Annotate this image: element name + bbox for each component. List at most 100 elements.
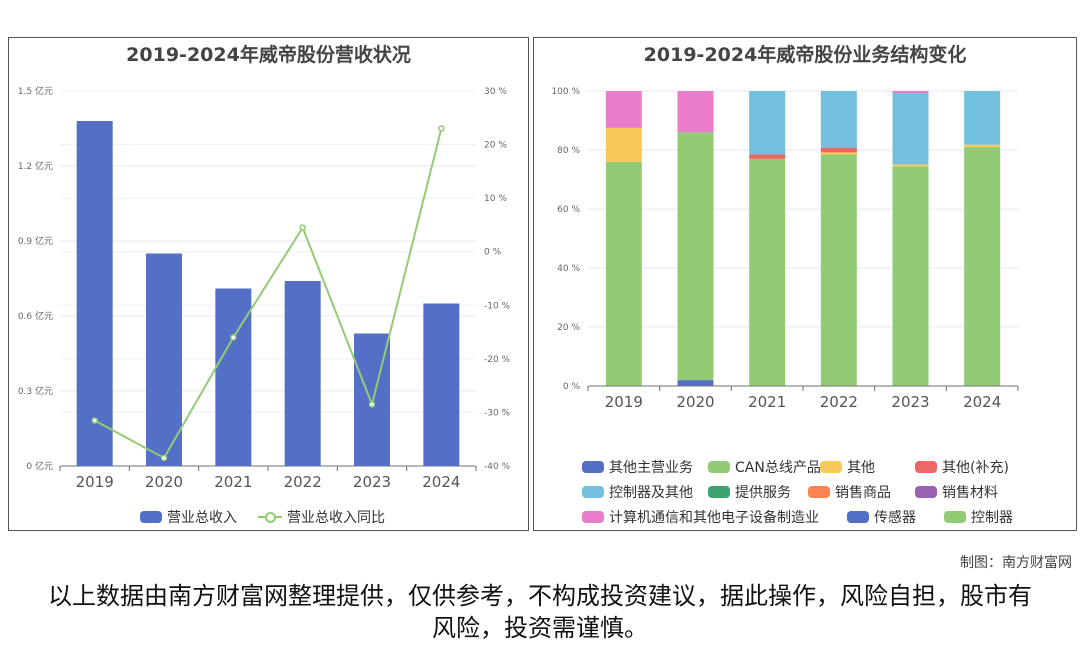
- yoy-point: [368, 401, 376, 408]
- legend-label: 控制器及其他: [609, 485, 693, 501]
- legend-item[interactable]: 控制器: [944, 507, 1013, 527]
- legend-label: 营业总收入同比: [287, 510, 385, 526]
- y-tick-label-left: 1.5 亿元: [18, 85, 53, 97]
- y-tick-label-right: -40 %: [484, 462, 511, 472]
- legend-swatch: [708, 486, 730, 498]
- legend-label: 其他主营业务: [609, 460, 693, 476]
- stacked-bar-segment: [605, 161, 642, 386]
- disclaimer: 以上数据由南方财富网整理提供，仅供参考，不构成投资建议，据此操作，风险自担，股市…: [48, 582, 1032, 642]
- x-tick-label: 2019: [76, 473, 114, 491]
- legend-label: 其他: [847, 460, 875, 476]
- stacked-bar-segment: [964, 144, 1001, 148]
- stacked-bar-segment: [820, 152, 857, 155]
- y-tick-label-left: 1.2 亿元: [18, 160, 53, 172]
- yoy-point: [299, 224, 306, 231]
- yoy-point: [160, 454, 168, 462]
- legend-swatch: [582, 461, 604, 473]
- legend-item[interactable]: 其他: [820, 457, 875, 477]
- legend-item[interactable]: 其他(补充): [915, 457, 1009, 477]
- stacked-bar-segment: [964, 91, 1001, 145]
- legend-swatch: [140, 511, 162, 523]
- stacked-bar-segment: [892, 91, 929, 94]
- y-tick-label-left: 0.3 亿元: [18, 385, 53, 397]
- x-tick-label: 2021: [748, 393, 786, 411]
- legend-swatch: [847, 511, 869, 523]
- legend-label: 销售材料: [942, 485, 998, 501]
- legend-label: 传感器: [874, 510, 916, 526]
- legend-label: 控制器: [971, 510, 1013, 526]
- x-tick-label: 2024: [422, 473, 460, 491]
- legend-item[interactable]: 传感器: [847, 507, 916, 527]
- legend-item-yoy[interactable]: 营业总收入同比: [258, 507, 385, 527]
- chart-title: 2019-2024年威帝股份业务结构变化: [643, 44, 967, 66]
- y-tick-label-left: 0.9 亿元: [18, 235, 53, 247]
- legend-swatch: [258, 511, 282, 523]
- legend-item[interactable]: 计算机通信和其他电子设备制造业: [582, 507, 819, 527]
- x-tick-label: 2023: [353, 473, 391, 491]
- yoy-line: [94, 128, 443, 460]
- legend-label: 销售商品: [835, 485, 891, 501]
- y-tick-label: 100 %: [551, 87, 580, 97]
- chart-title: 2019-2024年威帝股份营收状况: [126, 44, 411, 66]
- legend-item[interactable]: 销售材料: [915, 482, 998, 502]
- stacked-bar-segment: [820, 91, 857, 148]
- x-tick-label: 2019: [605, 393, 643, 411]
- stacked-bar-segment: [749, 91, 786, 155]
- stacked-bar-segment: [605, 91, 642, 128]
- y-tick-label-right: 30 %: [484, 87, 507, 97]
- x-tick-label: 2024: [963, 393, 1001, 411]
- stacked-bar-segment: [892, 93, 929, 165]
- revenue-bar: [423, 303, 460, 466]
- stacked-bar-segment: [749, 158, 786, 386]
- stacked-bar-segment: [820, 154, 857, 386]
- x-tick-label: 2020: [676, 393, 714, 411]
- legend-swatch: [808, 486, 830, 498]
- revenue-bar: [284, 281, 321, 466]
- yoy-point: [438, 125, 445, 132]
- y-tick-label-right: 0 %: [484, 248, 502, 258]
- stacked-bar-segment: [892, 164, 929, 167]
- revenue-bar: [215, 288, 252, 466]
- y-tick-label-right: -10 %: [484, 301, 511, 311]
- y-tick-label-right: 20 %: [484, 141, 507, 151]
- x-tick-label: 2023: [891, 393, 929, 411]
- y-tick-label-left: 0.6 亿元: [18, 310, 53, 322]
- legend-label: CAN总线产品: [735, 460, 821, 476]
- legend-label: 营业总收入: [167, 510, 237, 526]
- legend-item[interactable]: 其他主营业务: [582, 457, 693, 477]
- stacked-bar-segment: [677, 132, 714, 381]
- legend-label: 其他(补充): [942, 460, 1009, 476]
- legend-item[interactable]: 销售商品: [808, 482, 891, 502]
- legend-item-revenue[interactable]: 营业总收入: [140, 507, 237, 527]
- y-tick-label: 20 %: [557, 323, 580, 333]
- stacked-bar-segment: [677, 91, 714, 133]
- legend-label: 计算机通信和其他电子设备制造业: [609, 510, 819, 526]
- legend-swatch: [820, 461, 842, 473]
- y-tick-label: 40 %: [557, 264, 580, 274]
- legend-swatch: [915, 486, 937, 498]
- stacked-bar-segment: [605, 127, 642, 162]
- stacked-bar-segment: [677, 380, 714, 386]
- chart-credit: 制图：南方财富网: [960, 555, 1072, 571]
- y-tick-label: 0 %: [563, 382, 581, 392]
- x-tick-label: 2022: [820, 393, 858, 411]
- legend-swatch: [944, 511, 966, 523]
- stacked-bar-segment: [964, 147, 1001, 386]
- x-tick-label: 2021: [214, 473, 252, 491]
- legend-item[interactable]: 控制器及其他: [582, 482, 693, 502]
- stacked-bar-segment: [820, 147, 857, 153]
- y-tick-label-left: 0 亿元: [26, 460, 53, 472]
- x-tick-label: 2020: [145, 473, 183, 491]
- legend-swatch: [582, 511, 604, 523]
- legend-item[interactable]: CAN总线产品: [708, 457, 821, 477]
- stacked-bar-segment: [892, 166, 929, 386]
- stacked-bar-segment: [749, 154, 786, 159]
- legend-swatch: [582, 486, 604, 498]
- legend-item[interactable]: 提供服务: [708, 482, 791, 502]
- y-tick-label-right: -30 %: [484, 408, 511, 418]
- y-tick-label-right: 10 %: [484, 194, 507, 204]
- revenue-bar: [76, 121, 113, 466]
- y-tick-label: 60 %: [557, 205, 580, 215]
- legend-swatch: [708, 461, 730, 473]
